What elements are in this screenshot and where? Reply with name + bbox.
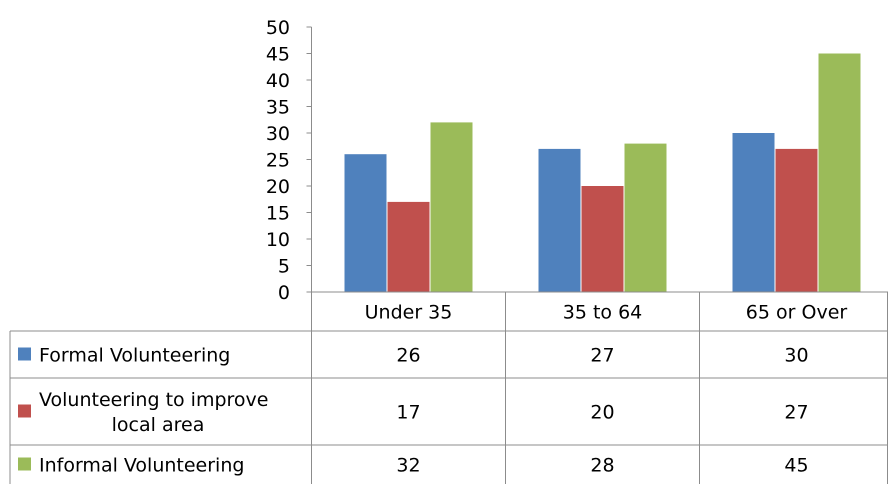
y-tick-label: 30: [266, 123, 290, 145]
x-tick-label: 65 or Over: [746, 302, 848, 324]
legend-key: [18, 347, 31, 361]
data-label: 26: [396, 345, 420, 367]
bar-3-1: [430, 122, 473, 293]
data-label: 27: [590, 345, 614, 367]
bar-1-2: [538, 148, 581, 292]
bar-3-3: [818, 53, 861, 292]
legend-key: [18, 404, 31, 418]
bar-2-3: [775, 148, 818, 292]
legend-label: Informal Volunteering: [39, 455, 244, 477]
y-tick-label: 35: [266, 97, 290, 119]
legend-label: Formal Volunteering: [39, 345, 230, 367]
bar-3-2: [624, 143, 667, 292]
y-tick-label: 45: [266, 44, 290, 66]
x-tick-label: Under 35: [365, 302, 453, 324]
legend-key: [18, 457, 31, 471]
data-label: 30: [784, 345, 808, 367]
data-label: 32: [396, 455, 420, 477]
data-label: 17: [396, 402, 420, 424]
y-tick-label: 25: [266, 150, 290, 172]
bar-2-2: [581, 186, 624, 292]
legend-label: Volunteering to improve: [39, 389, 268, 411]
bar-2-1: [387, 201, 430, 292]
bar-1-1: [344, 154, 387, 292]
y-tick-label: 20: [266, 176, 290, 198]
data-label: 27: [784, 402, 808, 424]
y-tick-label: 10: [266, 229, 290, 251]
y-tick-label: 15: [266, 203, 290, 225]
y-tick-label: 40: [266, 70, 290, 92]
y-tick-label: 0: [278, 282, 290, 304]
x-tick-label: 35 to 64: [563, 302, 643, 324]
data-label: 20: [590, 402, 614, 424]
y-tick-label: 50: [266, 17, 290, 39]
bar-1-3: [732, 133, 775, 292]
data-label: 45: [784, 455, 808, 477]
legend-label: local area: [112, 414, 205, 436]
y-tick-label: 5: [278, 256, 290, 278]
data-label: 28: [590, 455, 614, 477]
